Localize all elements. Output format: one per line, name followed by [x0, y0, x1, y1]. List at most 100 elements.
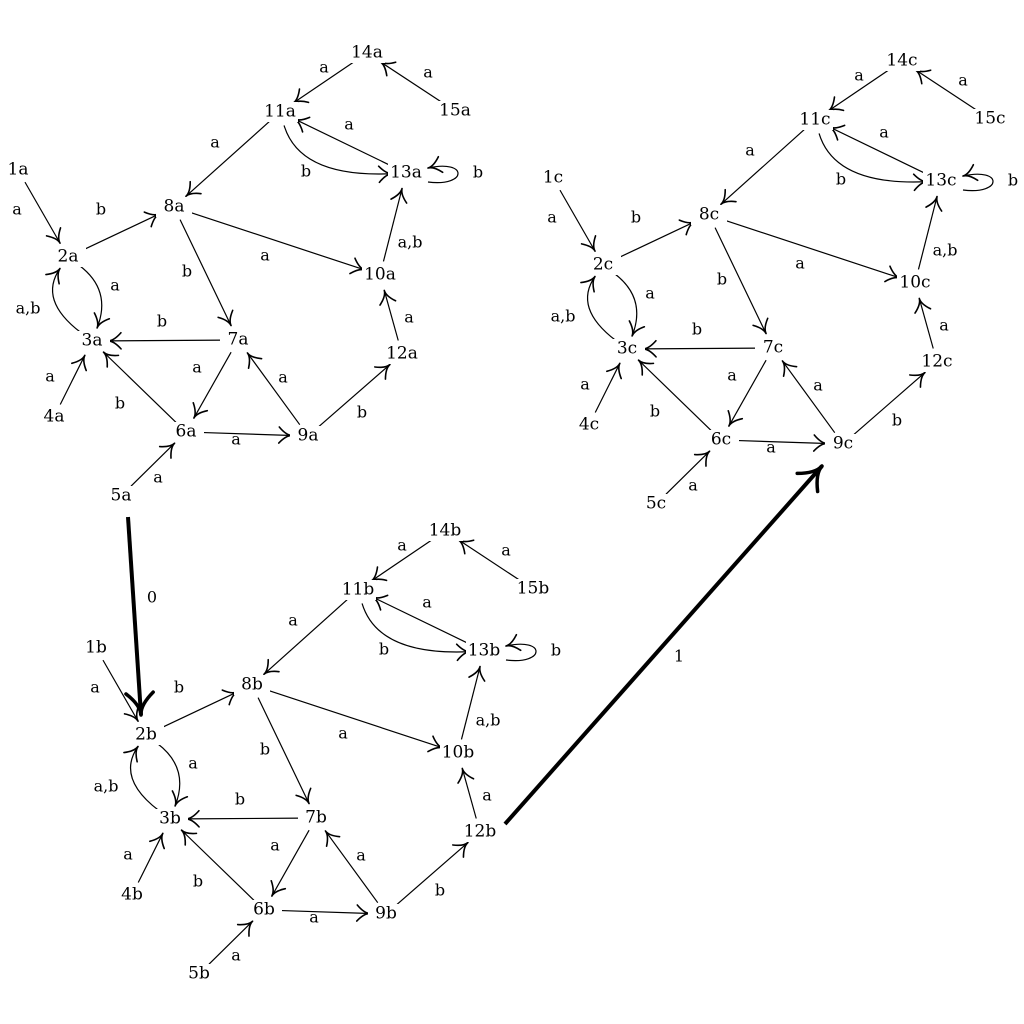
edge-label-13a-13a: b — [473, 163, 483, 182]
node-bg-2a — [50, 247, 86, 267]
edge-labels-layer: a b a a,b a a b a b a b a a b a,b a b a a b a a a b a a,b a a b a b a b a… — [12, 58, 1018, 965]
node-bg-3c — [609, 339, 645, 359]
edge-13a-13a-arrowhead — [427, 155, 444, 174]
edge-7a-6a-arrowhead — [192, 401, 209, 419]
node-bg-4a — [36, 407, 72, 427]
edge-label-7b-6b: a — [270, 836, 280, 855]
node-bg-11c — [797, 110, 833, 130]
node-3b: 3b — [159, 809, 181, 829]
edge-6c-9c — [734, 439, 828, 445]
edge-label-9a-7a: a — [278, 368, 288, 387]
edge-9c-12c — [853, 372, 926, 436]
node-11b: 11b — [342, 580, 375, 600]
edge-10a-13a — [382, 188, 403, 262]
edge-label-6c-3c: b — [650, 402, 660, 421]
edge-8c-7c — [714, 227, 767, 334]
node-bg-4b — [114, 885, 150, 905]
edge-9a-12a-arrowhead — [374, 363, 391, 380]
node-5c: 5c — [646, 494, 666, 514]
edge-2b-3b — [156, 742, 181, 807]
node-1a: 1a — [8, 160, 29, 180]
edge-label-13b-13b: b — [551, 641, 561, 660]
node-bg-7b — [298, 808, 334, 828]
node-bg-10b — [440, 743, 476, 763]
node-12a: 12a — [386, 344, 418, 364]
edge-9a-12a — [318, 364, 391, 428]
node-bg-12a — [384, 344, 420, 364]
node-bg-11a — [262, 102, 298, 122]
node-4b: 4b — [121, 885, 143, 905]
node-10a: 10a — [364, 265, 396, 285]
edge-6b-3b-arrowhead — [180, 829, 198, 846]
node-bg-4c — [571, 415, 607, 435]
node-3c: 3c — [617, 339, 637, 359]
connector-5a-2b — [126, 516, 143, 716]
node-9c: 9c — [833, 434, 853, 454]
node-bg-15b — [515, 579, 551, 599]
edge-12a-10a — [383, 290, 399, 341]
node-13c: 13c — [925, 171, 956, 191]
edge-label-6c-9c: a — [766, 438, 776, 457]
edge-12c-10c-arrowhead — [914, 297, 932, 314]
edge-label-10c-13c: a,b — [933, 241, 958, 260]
edge-1b-2b-arrowhead — [123, 705, 140, 722]
edge-13c-11c — [829, 126, 929, 176]
edge-2a-8a — [80, 213, 160, 252]
edge-11a-13a — [283, 125, 393, 175]
edge-label-15b-14b: a — [501, 541, 511, 560]
edge-label-10b-13b: a,b — [476, 711, 501, 730]
edge-1a-2a-arrowhead — [45, 227, 62, 244]
edge-3c-2c — [587, 276, 617, 342]
edge-label-14a-11a: a — [319, 58, 329, 77]
edge-8b-7b-arrowhead — [295, 787, 312, 805]
edge-8b-10b — [265, 688, 443, 749]
edge-label-6b-3b: b — [193, 872, 203, 891]
edge-1b-2b — [102, 659, 139, 722]
node-bg-8a — [156, 197, 192, 217]
node-9b: 9b — [375, 904, 397, 924]
node-15b: 15b — [517, 579, 550, 599]
edge-2c-8c — [615, 221, 695, 260]
edge-11b-8b — [263, 598, 348, 675]
edge-14b-11b — [370, 538, 434, 582]
edge-label-12c-10c: a — [939, 316, 949, 335]
edge-label-8c-7c: b — [717, 270, 727, 289]
edge-label-7c-6c: a — [727, 366, 737, 385]
node-13a: 13a — [390, 163, 422, 183]
edge-label-7a-3a: b — [157, 312, 167, 331]
edge-label-2a-8a: b — [96, 200, 106, 219]
edge-11c-8c-arrowhead — [720, 188, 737, 206]
edge-4c-3c-arrowhead — [606, 362, 623, 380]
connector-5a-2b-label: 0 — [147, 588, 157, 607]
node-bg-7a — [220, 330, 256, 350]
edge-12b-10b-arrowhead — [457, 767, 475, 784]
edge-label-4a-3a: a — [45, 367, 55, 386]
node-bg-6b — [246, 900, 282, 920]
edge-label-12b-10b: a — [482, 786, 492, 805]
edge-5c-6c-arrowhead — [693, 450, 711, 467]
edge-3a-2a — [52, 268, 82, 334]
edge-13b-11b — [372, 596, 472, 646]
edge-label-7b-3b: b — [235, 790, 245, 809]
edge-7c-6c-arrowhead — [727, 409, 744, 427]
node-8a: 8a — [164, 197, 185, 217]
edge-label-7a-6a: a — [192, 358, 202, 377]
edge-label-8b-7b: b — [260, 740, 270, 759]
edge-label-8c-10c: a — [795, 254, 805, 273]
edge-8b-7b — [257, 697, 310, 804]
edge-10c-13c — [917, 196, 938, 270]
edge-11c-8c — [720, 128, 805, 205]
node-bg-5c — [638, 494, 674, 514]
edge-9c-7c-arrowhead — [781, 360, 798, 377]
node-bg-12b — [462, 822, 498, 842]
edge-9b-12b-arrowhead — [452, 841, 469, 858]
node-7a: 7a — [228, 330, 249, 350]
node-bg-13b — [466, 641, 502, 661]
edge-label-6a-3a: b — [115, 394, 125, 413]
node-15c: 15c — [974, 109, 1005, 129]
edge-5b-6b — [208, 920, 254, 965]
edge-13b-13b — [505, 643, 537, 662]
edge-label-15a-14a: a — [423, 63, 433, 82]
edge-12b-10b — [461, 768, 477, 819]
edge-4a-3a-arrowhead — [71, 354, 88, 372]
